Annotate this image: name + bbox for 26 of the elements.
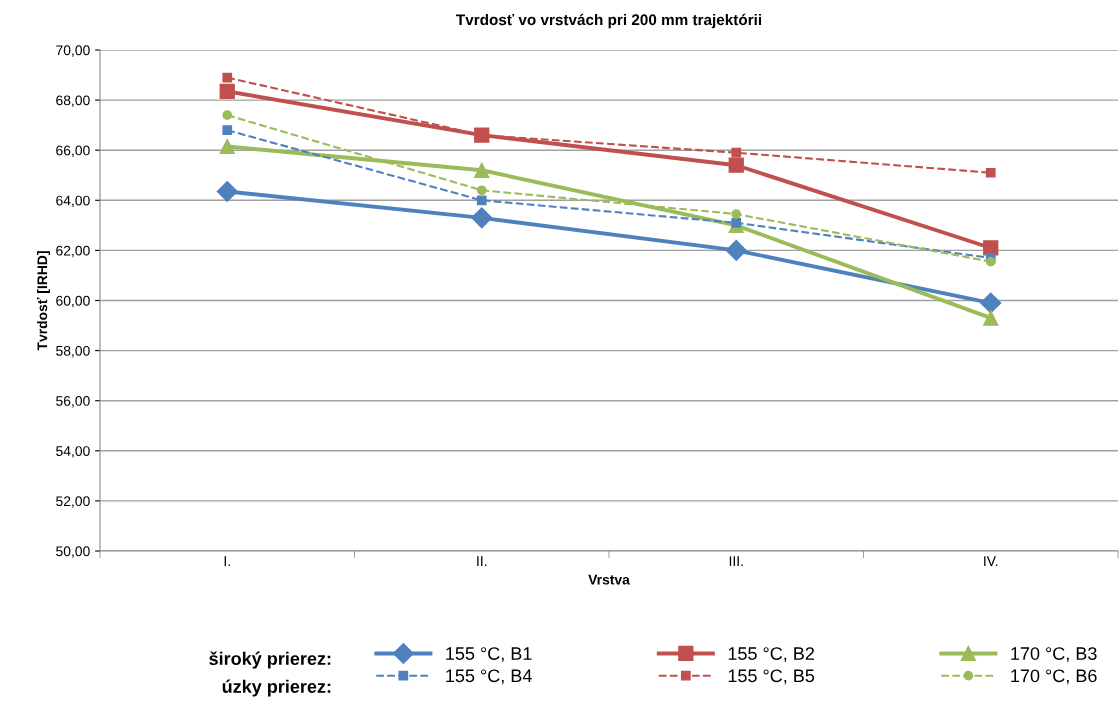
- y-tick-label: 56,00: [56, 396, 90, 408]
- y-tick-label: 60,00: [56, 295, 90, 308]
- y-tick-label: 50,00: [56, 546, 90, 558]
- x-axis-title: Vrstva: [588, 574, 630, 585]
- x-tick-label: III.: [729, 556, 743, 566]
- y-tick-label: 54,00: [56, 446, 90, 458]
- legend-label: 170 °C, B3: [1011, 647, 1097, 663]
- legend-label: 155 °C, B4: [446, 669, 532, 685]
- y-tick-label: 66,00: [56, 145, 90, 158]
- x-tick-label: II.: [477, 556, 487, 566]
- x-tick-label: IV.: [984, 556, 998, 566]
- legend-label: 155 °C, B5: [728, 669, 815, 685]
- y-tick-label: 62,00: [56, 245, 90, 258]
- legend-label: 155 °C, B1: [446, 647, 532, 663]
- chart-title: Tvrdosť vo vrstvách pri 200 mm trajektórii: [456, 13, 762, 29]
- y-tick-label: 64,00: [56, 195, 90, 208]
- legend-label: 155 °C, B2: [728, 647, 814, 663]
- y-tick-label: 70,00: [56, 45, 90, 57]
- x-tick-label: I.: [224, 556, 230, 566]
- y-tick-label: 58,00: [56, 345, 90, 358]
- legend-label: 170 °C, B6: [1011, 669, 1097, 685]
- y-tick-label: 52,00: [56, 496, 90, 508]
- y-tick-label: 68,00: [56, 95, 90, 107]
- text: úzky prierez:: [222, 679, 331, 697]
- y-axis-title: Tvrdosť [IRHD]: [36, 251, 50, 351]
- text: široký prierez:: [209, 651, 331, 669]
